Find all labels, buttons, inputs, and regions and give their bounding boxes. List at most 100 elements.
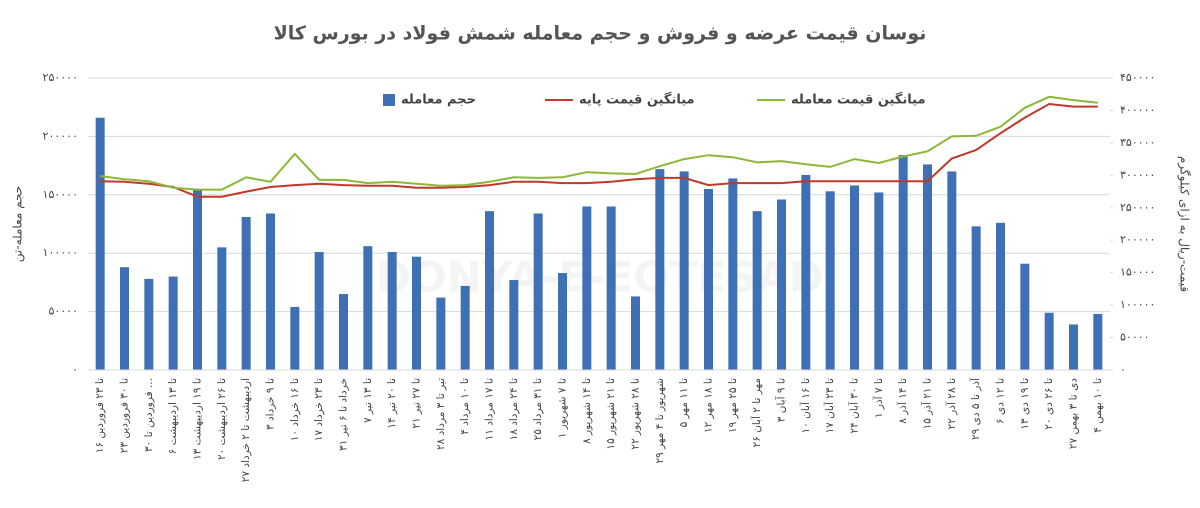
x-tick-label: ۸ تا ۱۴ آذر [896,378,909,424]
x-tick-label: ۲۶ مهر تا ۲ آبان [750,378,763,447]
x-tick-label: ۱ تا ۷ شهریور [557,378,569,438]
y2-tick-label: ۲۰۰۰۰۰ [1120,233,1155,246]
y2-tick-label: ۱۰۰۰۰۰ [1120,298,1155,311]
x-tick-label: ۴ تا ۱۰ بهمن [1092,378,1104,433]
y-tick-label: ۰ [72,363,78,376]
x-tick-label: ۱۸ تا ۲۴ مرداد [508,378,520,440]
x-tick-label: ۱۵ تا ۲۱ آذر [921,378,934,429]
line [100,95,1098,191]
bar [412,256,421,370]
bar [314,252,324,370]
y-tick-label: ۲۰۰۰۰۰ [43,129,78,142]
y-axis-title: حجم معامله-تن [11,186,26,262]
bar [825,191,835,370]
bar [655,169,665,370]
bar [947,171,957,370]
bar [704,188,713,370]
y2-tick-label: ۳۵۰۰۰۰ [1120,136,1155,149]
y-tick-label: ۱۵۰۰۰۰ [43,188,78,201]
x-tick-label: ۲۹ شهریور تا ۴ مهر [654,378,666,464]
bar [1093,313,1103,370]
bar [485,211,494,370]
bar [339,294,348,370]
y2-tick-label: ۴۰۰۰۰۰ [1120,103,1155,116]
bar [752,211,762,370]
bar [801,174,811,370]
bar [1020,263,1030,370]
x-tick-label: ۲۲ تا ۲۸ آذر [945,378,958,429]
bar [266,213,275,370]
y2-tick-label: ۳۰۰۰۰۰ [1120,168,1155,181]
y2-tick-label: ۲۵۰۰۰۰ [1120,201,1155,214]
x-tick-label: ۷ تا ۱۳ تیر [362,378,374,423]
legend-label: میانگین قیمت پایه [579,92,695,108]
x-tick-label: ۱۹ تا ۲۵ مهر [727,378,739,433]
bar [436,297,446,370]
y2-axis-title: قیمت-ریال به ازای کیلوگرم [1177,156,1192,292]
bar [460,285,470,370]
y2-tick-label: ۴۵۰۰۰۰ [1120,71,1155,84]
y2-tick-label: ۵۰۰۰۰ [1120,331,1150,344]
bar [193,190,202,370]
x-tick-label: ۲۲ تا ۲۸ شهریور [630,378,642,450]
x-tick-label: ۱۶ تا ۲۳ فروردین [94,378,106,453]
chart-title: نوسان قیمت عرضه و فروش و حجم معامله شمش … [274,23,927,45]
bar [874,192,884,370]
x-tick-label: ۳۱ خرداد تا ۶ تیر [338,378,350,451]
bar [1044,312,1054,370]
y2-tick-label: ۱۵۰۰۰۰ [1120,266,1155,279]
x-tick-label: ۱۷ تا ۲۳ آبان [823,378,836,434]
y2-tick-label: ۰ [1120,363,1126,376]
bar [558,273,567,370]
bar [363,246,373,370]
x-tick-label: ۲۷ اردیبهشت تا ۲ خرداد [240,378,252,482]
x-tick-label: ۱۳ تا ۱۹ دی [1019,378,1031,430]
x-tick-label: ۱ تا ۷ آذر [872,378,885,418]
bar [217,247,227,370]
bar [168,276,178,370]
watermark: DONYA-E-EQTESAD [376,253,824,302]
bar [850,185,859,370]
y-tick-label: ۵۰۰۰۰ [48,305,78,318]
x-tick-label: ۲۹ آذر تا ۵ دی [969,377,982,440]
bar [679,171,689,370]
line [100,102,1098,198]
bar [120,267,129,370]
bar [1069,324,1078,370]
bar [582,206,592,370]
bar [777,199,786,370]
x-tick-label: ۲۵ تا ۳۱ مرداد [532,378,544,440]
y-tick-label: ۲۵۰۰۰۰ [43,71,78,84]
x-tick-label: ۱۰ تا ۱۶ آبان [799,378,812,434]
x-tick-label: ۲۰ تا ۲۶ اردیبهشت [216,378,228,460]
bar [144,278,154,370]
legend-label: حجم معامله [401,93,476,108]
x-tick-label: ۳ تا ۹ آبان [775,378,788,422]
x-tick-label: ۲۴ تا ۳۰ آبان [848,378,861,434]
x-tick-label: ۸ تا ۱۴ شهریور [581,378,593,444]
x-tick-label: ۶ تا ۱۲ دی [995,378,1007,424]
x-tick-label: ۳ تا ۹ خرداد [265,378,277,430]
legend-swatch [383,94,395,106]
bar [241,216,251,370]
x-tick-label: ۲۷ دی تا ۳ بهمن [1068,378,1080,449]
bar [923,164,932,370]
x-tick-label: ۵ تا ۱۱ مهر [678,378,690,427]
bar [290,306,300,370]
bar [996,222,1005,370]
x-tick-label: ۲۸ تیر تا ۳ مرداد [435,378,447,450]
bar [631,296,640,370]
x-tick-label: ۴ تا ۱۰ مرداد [459,378,471,435]
x-tick-label: ۳۰ فروردین تا ... [143,378,155,452]
bar [898,155,908,370]
bar [606,206,616,370]
x-tick-label: ۱۰ تا ۱۶ خرداد [289,378,301,441]
x-tick-label: ۱۱ تا ۱۷ مرداد [484,378,496,440]
x-tick-label: ۱۲ تا ۱۸ مهر [703,378,715,433]
bar [728,178,738,370]
bar [387,252,397,370]
x-tick-label: ۱۴ تا ۲۰ تیر [386,378,398,429]
y-tick-label: ۱۰۰۰۰۰ [43,246,78,259]
x-tick-label: ۱۳ تا ۱۹ اردیبهشت [192,378,204,460]
